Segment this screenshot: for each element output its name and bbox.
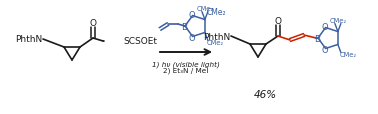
Text: SCSOEt: SCSOEt [123, 37, 157, 46]
Text: CMe₂: CMe₂ [329, 17, 347, 23]
Text: PhthN: PhthN [15, 35, 42, 44]
Text: CMe₂: CMe₂ [207, 40, 224, 46]
Text: PhthN: PhthN [203, 32, 230, 41]
Text: 46%: 46% [253, 89, 277, 99]
Text: CMe₂: CMe₂ [340, 52, 357, 58]
Text: B: B [181, 22, 187, 31]
Text: B: B [314, 34, 320, 43]
Text: O: O [321, 46, 328, 54]
Text: O: O [321, 23, 328, 32]
Text: O: O [90, 19, 96, 28]
Text: CMe₂: CMe₂ [207, 8, 226, 17]
Text: O: O [274, 17, 282, 26]
Text: CMe₂: CMe₂ [196, 5, 214, 11]
Text: 2) Et₃N / MeI: 2) Et₃N / MeI [163, 67, 209, 74]
Text: O: O [188, 34, 195, 43]
Text: O: O [188, 11, 195, 20]
Text: 1) hν (visible light): 1) hν (visible light) [152, 60, 220, 67]
